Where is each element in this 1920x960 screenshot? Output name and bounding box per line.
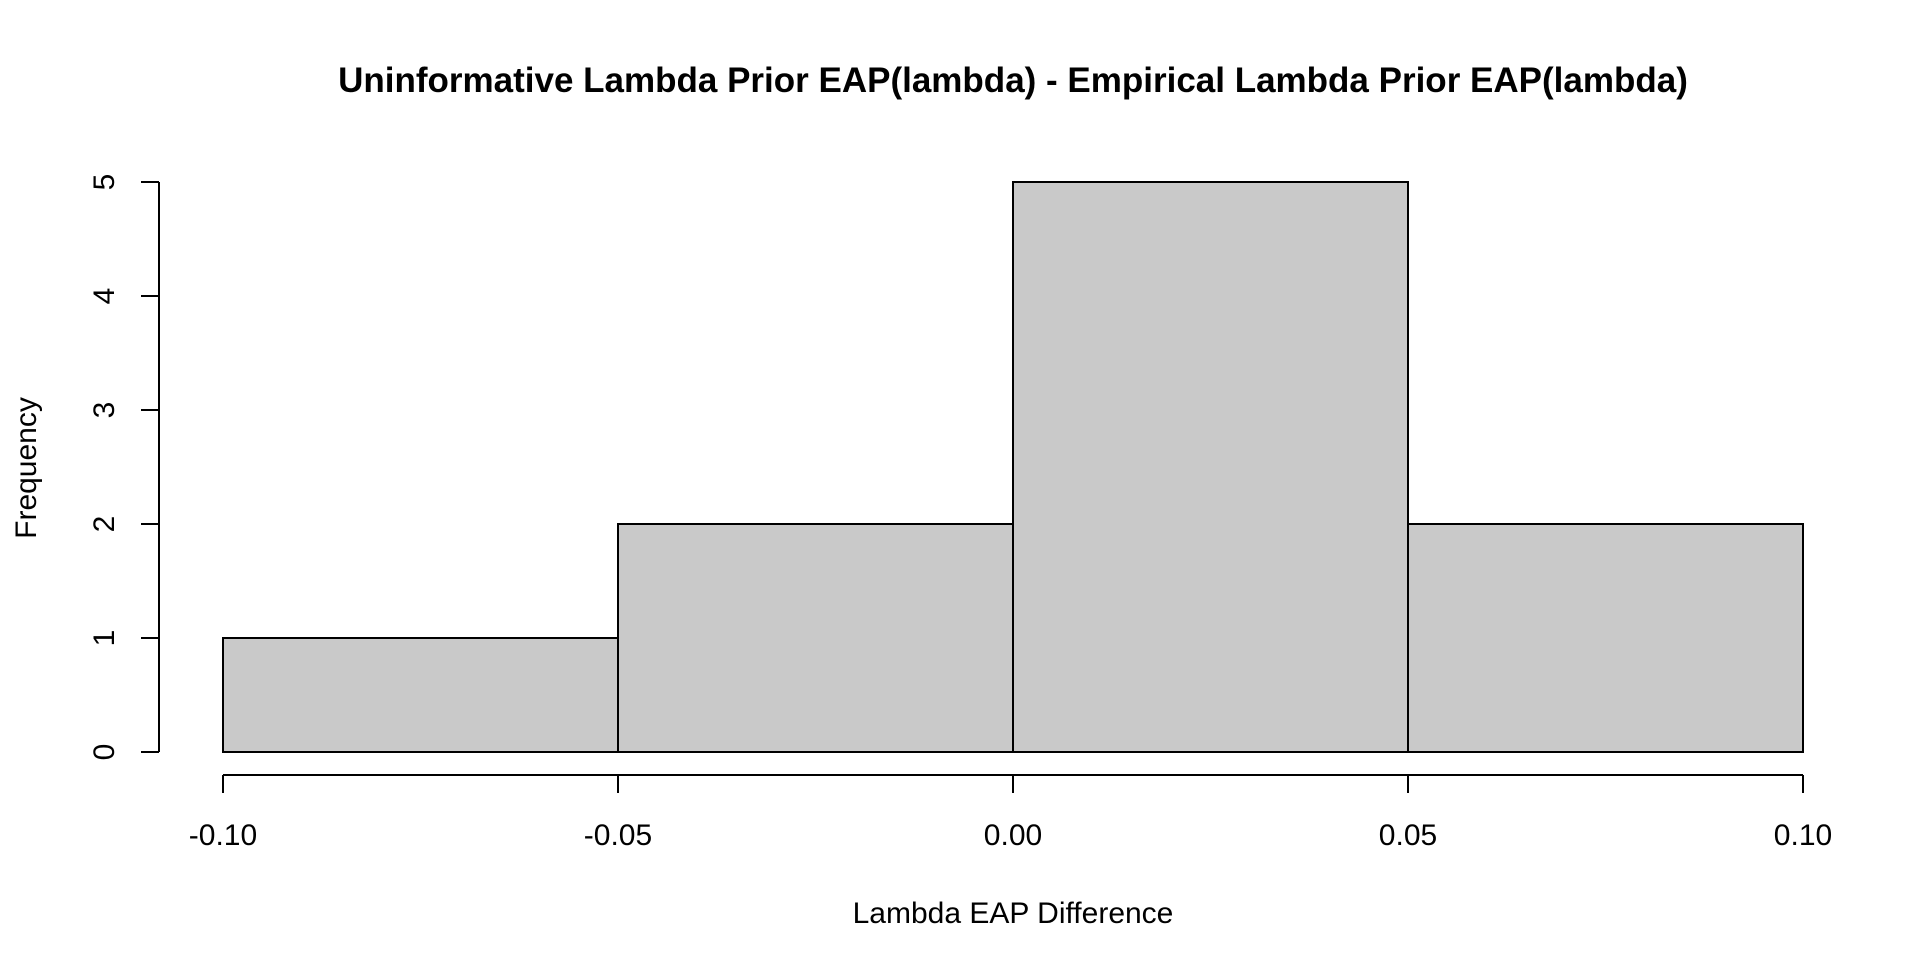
x-tick-label: 0.10 [1774,819,1832,852]
x-axis: -0.10 -0.05 0.00 0.05 0.10 [189,774,1832,852]
x-axis-label: Lambda EAP Difference [853,897,1174,930]
y-tick-label: 2 [88,516,121,533]
y-axis: 0 1 2 3 4 5 [88,174,160,761]
y-tick-label: 1 [88,630,121,647]
x-tick-label: -0.05 [584,819,652,852]
histogram-bar [222,637,619,753]
chart-title: Uninformative Lambda Prior EAP(lambda) -… [338,61,1688,100]
y-tick-label: 5 [88,174,121,191]
histogram-bar [617,523,1014,753]
x-tick-label: 0.05 [1379,819,1437,852]
y-tick-label: 0 [88,744,121,761]
x-tick-label: 0.00 [984,819,1042,852]
histogram-bar [1012,181,1409,753]
y-axis-label: Frequency [10,397,43,539]
histogram-bar [1407,523,1804,753]
histogram-bars [222,181,1804,753]
y-tick-label: 3 [88,402,121,419]
x-tick-label: -0.10 [189,819,257,852]
y-tick-label: 4 [88,288,121,305]
